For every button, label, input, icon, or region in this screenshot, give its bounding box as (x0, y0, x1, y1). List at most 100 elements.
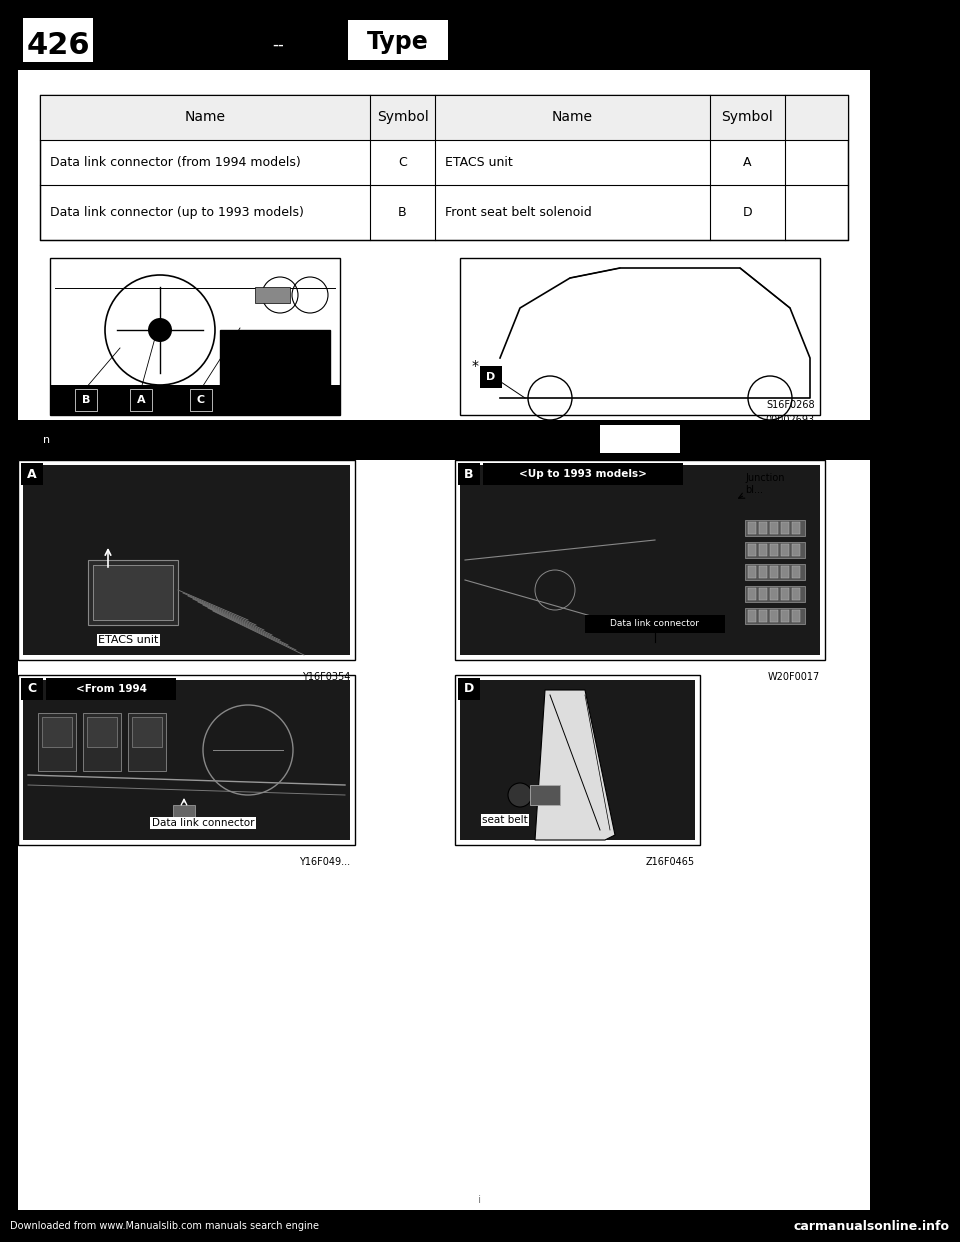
Bar (748, 522, 756, 534)
Bar (745, 586, 805, 602)
Text: D: D (743, 206, 753, 219)
Text: A: A (27, 467, 36, 481)
Bar (23, 465, 350, 655)
Text: Name: Name (552, 111, 593, 124)
Text: 00002693: 00002693 (766, 415, 815, 425)
Bar (18, 10, 870, 1220)
Text: n: n (43, 435, 50, 445)
Text: Front seat belt solenoid: Front seat belt solenoid (445, 206, 591, 219)
Bar (745, 564, 805, 580)
Bar (585, 615, 725, 633)
Bar (792, 544, 800, 556)
Text: bl...: bl... (745, 484, 763, 496)
Text: seat belt: seat belt (482, 815, 528, 825)
Text: Symbol: Symbol (376, 111, 428, 124)
Circle shape (508, 782, 532, 807)
Bar (759, 522, 767, 534)
Bar (87, 717, 117, 746)
Bar (50, 258, 340, 415)
Text: i: i (478, 1195, 482, 1205)
Text: 426: 426 (26, 31, 90, 60)
Polygon shape (535, 691, 615, 840)
Text: *: * (471, 359, 478, 373)
Text: Z16F0465: Z16F0465 (646, 857, 695, 867)
Bar (770, 522, 778, 534)
Bar (781, 587, 789, 600)
Bar (748, 544, 756, 556)
Text: Data link connector (from 1994 models): Data link connector (from 1994 models) (50, 156, 300, 169)
Bar (781, 566, 789, 578)
Bar (21, 463, 43, 484)
Bar (748, 566, 756, 578)
Text: Symbol: Symbol (722, 111, 774, 124)
Bar (38, 713, 76, 771)
Bar (40, 94, 848, 140)
Text: Name: Name (184, 111, 226, 124)
Bar (130, 389, 152, 411)
Text: F19F0134: F19F0134 (287, 427, 335, 437)
Bar (770, 587, 778, 600)
Text: <Up to 1993 models>: <Up to 1993 models> (519, 469, 647, 479)
Text: ETACS unit: ETACS unit (98, 635, 158, 645)
Text: Data link connector (up to 1993 models): Data link connector (up to 1993 models) (50, 206, 304, 219)
Bar (792, 610, 800, 622)
Bar (792, 566, 800, 578)
Bar (23, 17, 93, 62)
Bar (759, 610, 767, 622)
Text: Y16F049...: Y16F049... (299, 857, 350, 867)
Bar (759, 566, 767, 578)
Bar (460, 258, 820, 415)
Bar (88, 560, 178, 625)
Text: Junction: Junction (745, 473, 784, 483)
Text: D: D (464, 683, 474, 696)
Text: Downloaded from www.Manualslib.com manuals search engine: Downloaded from www.Manualslib.com manua… (10, 1221, 319, 1231)
Text: --: -- (272, 36, 284, 53)
Text: S16F0268: S16F0268 (766, 400, 815, 410)
Bar (18, 460, 355, 660)
Circle shape (148, 318, 172, 342)
Text: B: B (82, 395, 90, 405)
Text: A: A (743, 156, 752, 169)
Bar (83, 713, 121, 771)
Bar (460, 681, 695, 840)
Bar (93, 565, 173, 620)
Bar (18, 10, 870, 70)
Bar (748, 610, 756, 622)
Text: A: A (136, 395, 145, 405)
Bar (458, 678, 480, 700)
Bar (530, 785, 560, 805)
Text: Data link connector: Data link connector (611, 620, 700, 628)
Bar (759, 587, 767, 600)
Bar (483, 463, 683, 484)
Bar (18, 420, 870, 460)
Bar (0, 1210, 960, 1242)
Text: <From 1994: <From 1994 (76, 684, 147, 694)
Text: B: B (398, 206, 407, 219)
Bar (348, 20, 448, 60)
Bar (745, 542, 805, 558)
Text: D: D (487, 373, 495, 383)
Text: C: C (398, 156, 407, 169)
Bar (18, 674, 355, 845)
Bar (781, 544, 789, 556)
Bar (770, 566, 778, 578)
Bar (21, 678, 43, 700)
Bar (132, 717, 162, 746)
Text: W20F0017: W20F0017 (768, 672, 820, 682)
Bar (458, 463, 480, 484)
Bar (42, 717, 72, 746)
Text: C: C (197, 395, 205, 405)
Bar (792, 587, 800, 600)
Text: Data link connector: Data link connector (152, 818, 254, 828)
Bar (770, 544, 778, 556)
Bar (455, 674, 700, 845)
Bar (781, 522, 789, 534)
Bar (792, 522, 800, 534)
Bar (75, 389, 97, 411)
Text: carmanualsonline.info: carmanualsonline.info (794, 1220, 950, 1232)
Bar (173, 805, 195, 821)
Bar (50, 385, 340, 415)
Bar (480, 366, 502, 388)
Bar (600, 425, 680, 453)
Text: ETACS unit: ETACS unit (445, 156, 513, 169)
